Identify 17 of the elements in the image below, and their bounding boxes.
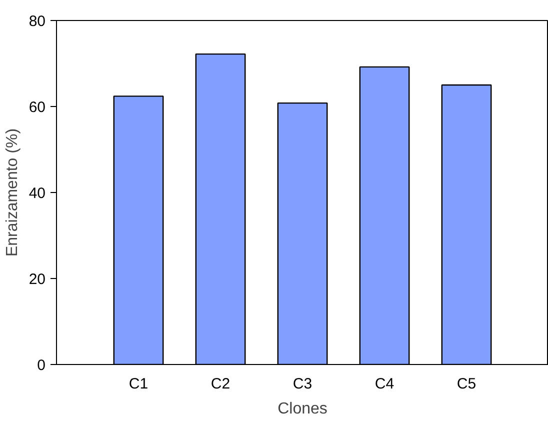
bar <box>359 66 410 364</box>
y-tick-label: 60 <box>28 99 46 116</box>
y-tick-label: 40 <box>28 185 46 202</box>
y-axis-title: Enraizamento (%) <box>4 128 21 257</box>
x-axis-title: Clones <box>278 400 328 418</box>
x-tick-label: C4 <box>374 376 394 392</box>
bar <box>441 84 492 364</box>
x-tick-label: C1 <box>128 376 148 392</box>
y-tick-label: 20 <box>28 271 46 288</box>
x-tick-label: C2 <box>210 376 230 392</box>
bar <box>195 53 246 364</box>
x-tick-label: C3 <box>292 376 312 392</box>
bar <box>277 102 328 364</box>
bar <box>113 96 164 364</box>
y-tick-label: 80 <box>28 13 46 30</box>
x-tick-label: C5 <box>456 376 476 392</box>
y-tick-label: 0 <box>37 357 46 374</box>
